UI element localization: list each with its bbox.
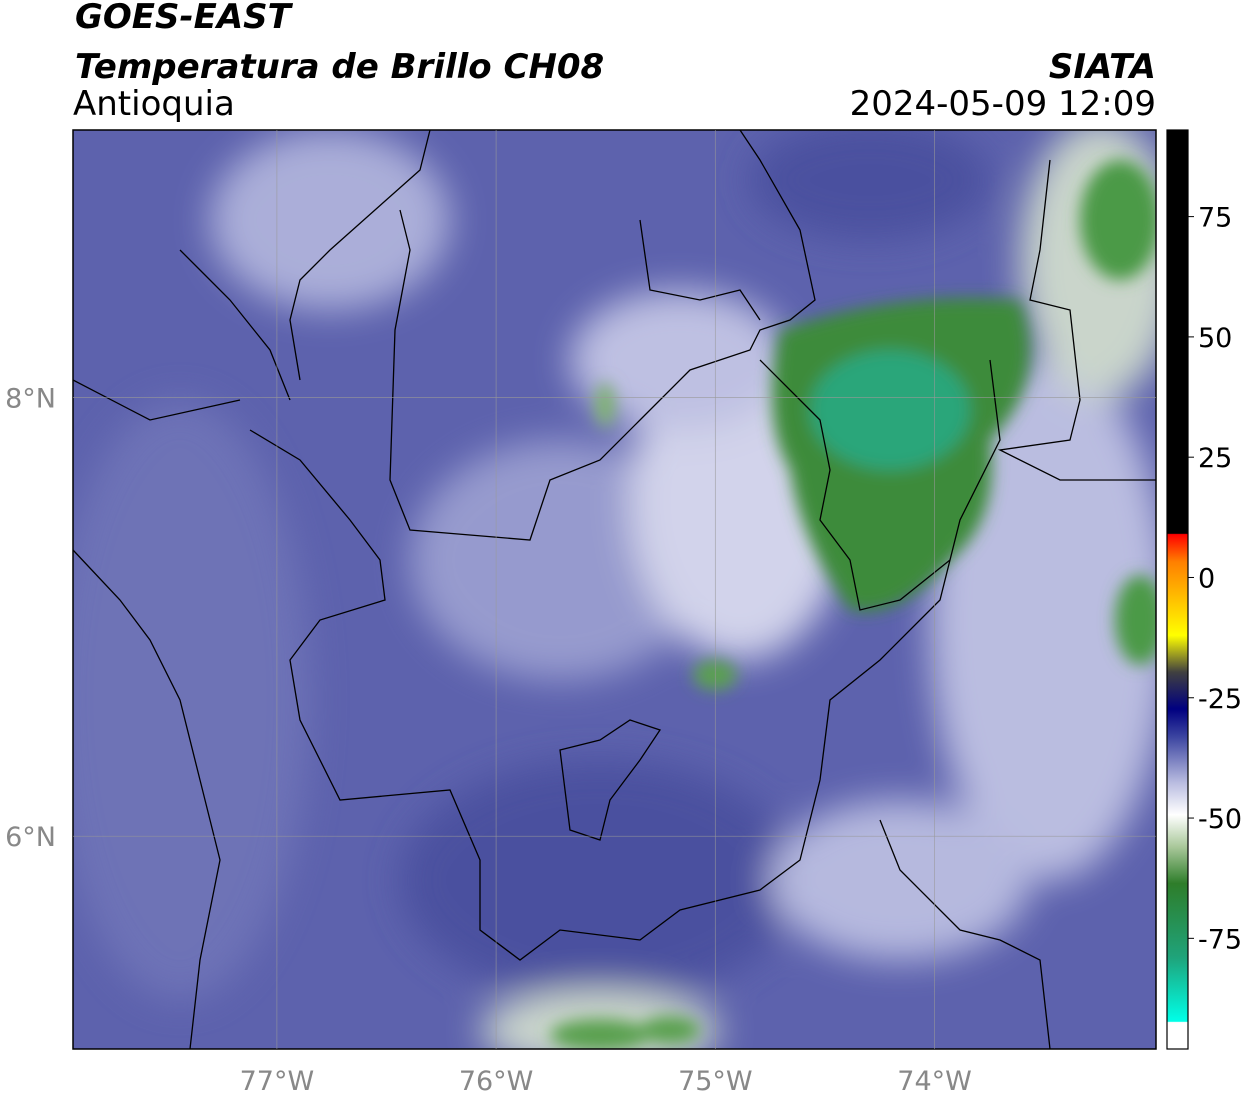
x-tick-label: 74°W [897,1066,972,1097]
product-title: Temperatura de Brillo CH08 [75,47,604,87]
agency-label: SIATA [1049,47,1156,87]
colorbar-tick-label: 0 [1198,563,1215,594]
map-frame [72,129,1157,1050]
colorbar-tick-label: 25 [1198,443,1232,474]
colorbar-tick-label: -25 [1198,684,1242,715]
x-tick-label: 75°W [678,1066,753,1097]
datetime-label: 2024-05-09 12:09 [850,84,1156,124]
satellite-image [73,130,1156,1049]
colorbar [1166,129,1189,1050]
colorbar-tick-label: 50 [1198,323,1232,354]
colorbar-tick-label: 75 [1198,203,1232,234]
x-tick-label: 76°W [459,1066,534,1097]
region-label: Antioquia [73,84,235,124]
colorbar-tick-label: -75 [1198,924,1242,955]
colorbar-tick-label: -50 [1198,804,1242,835]
x-tick-label: 77°W [240,1066,315,1097]
y-tick-label: 8°N [5,384,56,415]
y-tick-label: 6°N [5,822,56,853]
satellite-title: GOES-EAST [75,0,294,37]
